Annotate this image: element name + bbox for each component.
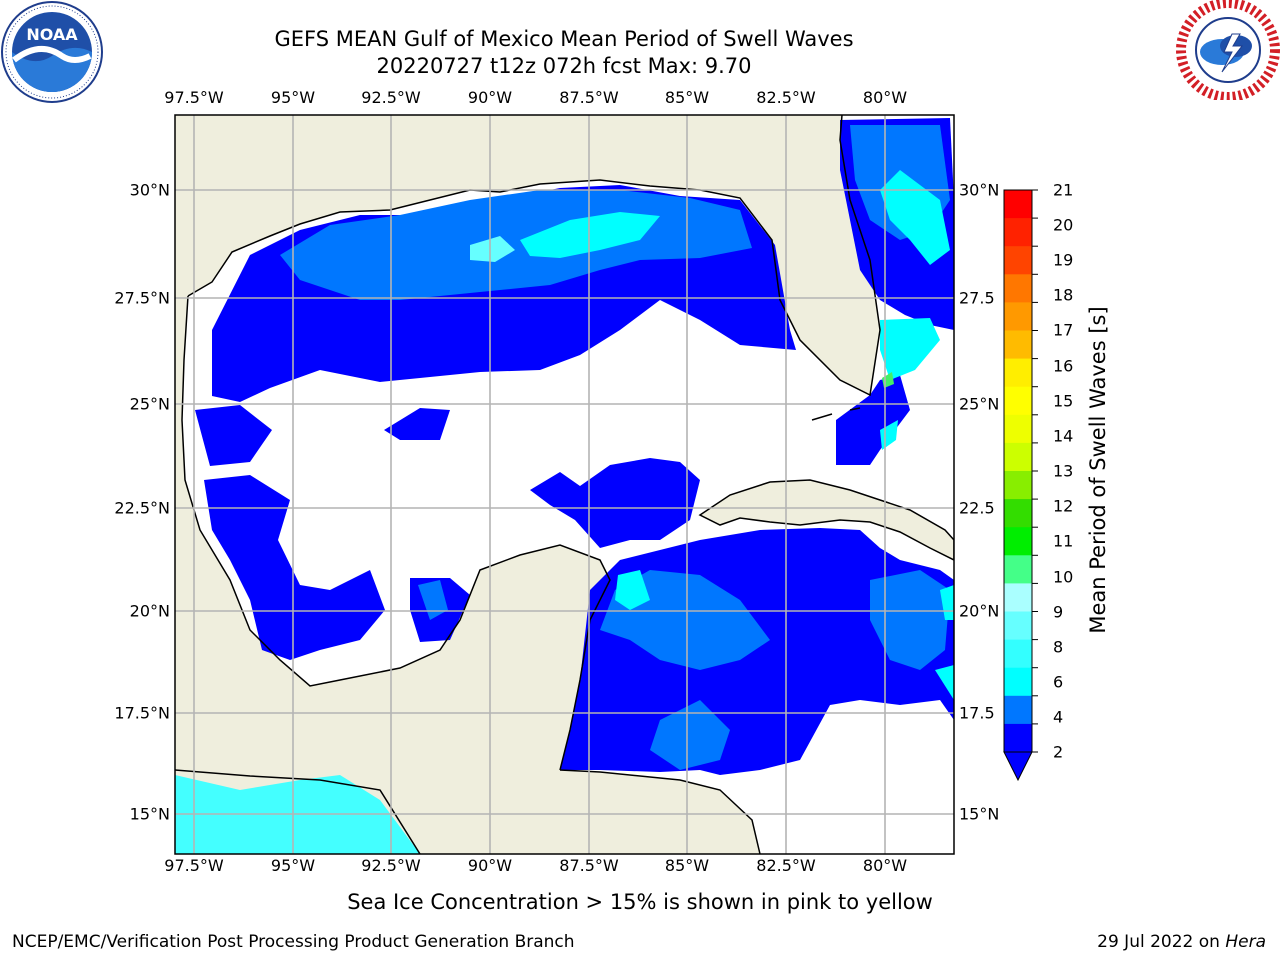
colorbar-label: Mean Period of Swell Waves [s] xyxy=(1086,306,1110,634)
lon-tick-top: 80°W xyxy=(862,88,908,107)
lat-tick-left: 20°N xyxy=(129,601,170,621)
lon-tick-top: 87.5°W xyxy=(559,88,619,107)
noaa-logo: NOAA xyxy=(1,1,103,103)
lat-tick-right: 30°N xyxy=(959,180,1000,200)
colorbar-tick: 17 xyxy=(1053,320,1074,340)
colorbar-segment xyxy=(1004,274,1032,303)
colorbar-tick: 11 xyxy=(1053,531,1074,551)
footer-date: 29 Jul 2022 on Hera xyxy=(1097,932,1266,952)
colorbar-segment xyxy=(1004,386,1032,416)
colorbar-tick: 9 xyxy=(1053,602,1064,622)
colorbar-tick: 18 xyxy=(1053,285,1074,305)
svg-text:NOAA: NOAA xyxy=(26,25,78,44)
lat-tick-left: 17.5°N xyxy=(114,703,170,723)
colorbar-segment xyxy=(1004,723,1032,753)
lat-tick-left: 27.5°N xyxy=(114,288,170,308)
lat-tick-left: 25°N xyxy=(129,394,170,414)
colorbar-tick: 6 xyxy=(1053,672,1064,692)
lon-tick-bottom: 87.5°W xyxy=(559,856,619,875)
colorbar-tick: 10 xyxy=(1053,567,1074,587)
colorbar-tick: 8 xyxy=(1053,637,1064,657)
colorbar-segment xyxy=(1004,358,1032,388)
colorbar-segment xyxy=(1004,695,1032,725)
colorbar-segment xyxy=(1004,414,1032,444)
lat-tick-right: 20°N xyxy=(959,601,1000,621)
lon-tick-bottom: 85°W xyxy=(664,856,710,875)
swell-fill-cyan xyxy=(520,170,954,700)
lon-tick-top: 92.5°W xyxy=(361,88,421,107)
colorbar-segment xyxy=(1004,555,1032,584)
graticule xyxy=(175,115,954,854)
lon-tick-bottom: 80°W xyxy=(862,856,908,875)
colorbar-tick: 2 xyxy=(1053,742,1064,762)
chart-subtitle: 20220727 t12z 072h fcst Max: 9.70 xyxy=(376,54,752,78)
lat-tick-right: 22.5 xyxy=(959,498,995,518)
nws-logo xyxy=(1176,0,1280,100)
colorbar-segment xyxy=(1004,218,1032,247)
lat-tick-right: 15°N xyxy=(959,804,1000,824)
lat-tick-left: 22.5°N xyxy=(114,498,170,518)
lon-tick-top: 85°W xyxy=(664,88,710,107)
swell-fill-light-cyan xyxy=(470,236,515,262)
colorbar-tick: 21 xyxy=(1053,180,1074,200)
lon-tick-top: 90°W xyxy=(467,88,513,107)
lat-tick-right: 25°N xyxy=(959,394,1000,414)
colorbar-segment xyxy=(1004,499,1032,528)
colorbar-segment xyxy=(1004,442,1032,472)
map-frame xyxy=(174,114,955,855)
colorbar-segment xyxy=(1004,190,1032,219)
lon-tick-bottom: 97.5°W xyxy=(164,856,224,875)
colorbar-segment xyxy=(1004,611,1032,641)
colorbar-tick: 12 xyxy=(1053,496,1074,516)
colorbar-segment xyxy=(1004,246,1032,275)
lat-tick-left: 30°N xyxy=(129,180,170,200)
colorbar-segment xyxy=(1004,583,1032,612)
lon-tick-bottom: 92.5°W xyxy=(361,856,421,875)
lat-tick-left: 15°N xyxy=(129,804,170,824)
colorbar-tick: 4 xyxy=(1053,707,1064,727)
lon-tick-top: 82.5°W xyxy=(756,88,816,107)
lon-tick-top: 97.5°W xyxy=(164,88,224,107)
colorbar-segment xyxy=(1004,667,1032,697)
colorbar-tick: 20 xyxy=(1053,215,1074,235)
coastlines xyxy=(175,115,881,854)
lon-tick-bottom: 90°W xyxy=(467,856,513,875)
colorbar xyxy=(1003,189,1038,782)
colorbar-segment xyxy=(1004,639,1032,669)
colorbar-tick: 13 xyxy=(1053,461,1074,481)
lon-tick-top: 95°W xyxy=(270,88,316,107)
colorbar-segment xyxy=(1004,330,1032,360)
colorbar-tick: 16 xyxy=(1053,356,1074,376)
chart-title: GEFS MEAN Gulf of Mexico Mean Period of … xyxy=(274,27,854,51)
lon-tick-bottom: 82.5°W xyxy=(756,856,816,875)
colorbar-segment xyxy=(1004,527,1032,556)
colorbar-extend-arrow xyxy=(1003,751,1033,782)
colorbar-segment xyxy=(1004,302,1032,331)
colorbar-tick: 15 xyxy=(1053,391,1074,411)
footer-date-text: 29 Jul 2022 on xyxy=(1097,932,1226,952)
cuba-land xyxy=(698,479,954,561)
footer-credit: NCEP/EMC/Verification Post Processing Pr… xyxy=(12,932,575,952)
colorbar-segment xyxy=(1004,471,1032,500)
lon-tick-bottom: 95°W xyxy=(270,856,316,875)
map-caption: Sea Ice Concentration > 15% is shown in … xyxy=(0,890,1280,914)
colorbar-tick: 14 xyxy=(1053,426,1074,446)
footer-host: Hera xyxy=(1225,932,1266,952)
lat-tick-right: 27.5 xyxy=(959,288,995,308)
lat-tick-right: 17.5 xyxy=(959,703,995,723)
caption-text: Sea Ice Concentration > 15% is shown in … xyxy=(347,890,933,914)
colorbar-tick: 19 xyxy=(1053,250,1074,270)
